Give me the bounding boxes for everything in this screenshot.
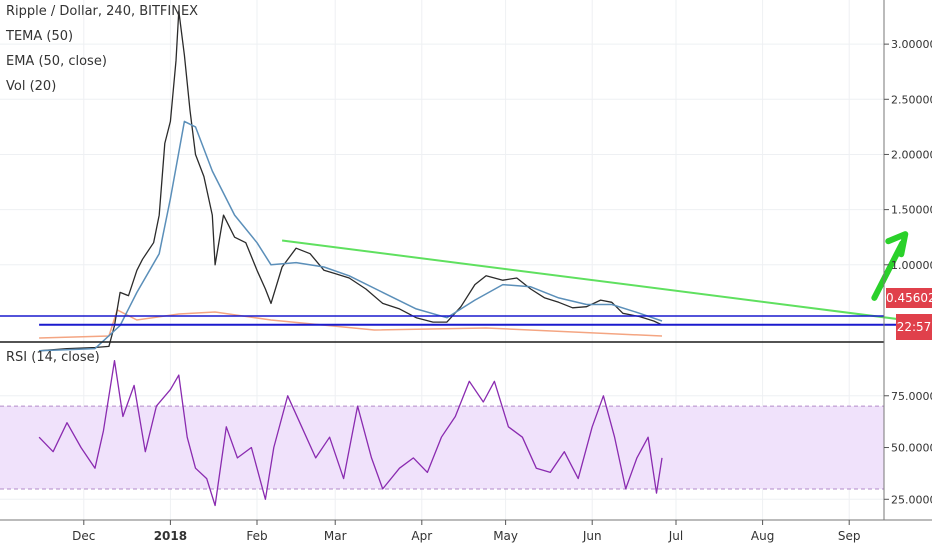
volume-series [39, 308, 663, 339]
indicator-legend-ema[interactable]: EMA (50, close) [6, 54, 107, 69]
annotations-group [871, 231, 909, 301]
time-axis-label: Mar [324, 529, 347, 543]
time-axis-label: Apr [411, 529, 432, 543]
rsi-series-group [38, 359, 663, 507]
rsi-axis-label: 25.0000 [891, 493, 932, 506]
time-axis-label: May [493, 529, 518, 543]
price-series-group [0, 10, 931, 352]
time-axis-label: Jun [582, 529, 602, 543]
rsi-legend[interactable]: RSI (14, close) [6, 350, 100, 365]
time-axis: Dec 2018 Feb Mar Apr May Jun Jul Aug Sep [72, 520, 861, 543]
up-arrow-head [885, 231, 909, 258]
ema-line [39, 120, 663, 352]
time-axis-label: Dec [72, 529, 95, 543]
rsi-line [38, 359, 663, 507]
indicator-legend-tema[interactable]: TEMA (50) [6, 29, 74, 44]
time-axis-label: Sep [838, 529, 861, 543]
rsi-overbought-oversold-band [0, 406, 884, 489]
rsi-axis: 75.0000 50.0000 25.0000 [884, 390, 932, 506]
price-axis: 3.00000 2.50000 2.00000 1.50000 1.00000 [884, 38, 932, 272]
price-line [39, 10, 663, 352]
indicator-legend-volume[interactable]: Vol (20) [6, 79, 57, 94]
price-axis-label: 1.00000 [891, 259, 932, 272]
last-price-tag: 0.45602 [886, 288, 932, 308]
time-axis-label: Jul [668, 529, 683, 543]
rsi-axis-label: 50.0000 [891, 442, 932, 455]
volume-line [39, 308, 663, 339]
countdown-tag: 22:57 [896, 314, 932, 340]
time-axis-label: Aug [751, 529, 774, 543]
up-arrow-shaft [871, 240, 906, 301]
trendline [281, 239, 931, 325]
rsi-axis-label: 75.0000 [891, 390, 932, 403]
time-axis-label: Feb [246, 529, 267, 543]
price-axis-label: 2.50000 [891, 93, 932, 106]
price-axis-label: 1.50000 [891, 204, 932, 217]
price-axis-label: 2.00000 [891, 148, 932, 161]
price-axis-label: 3.00000 [891, 38, 932, 51]
time-axis-label: 2018 [154, 529, 187, 543]
symbol-title[interactable]: Ripple / Dollar, 240, BITFINEX [6, 4, 199, 19]
